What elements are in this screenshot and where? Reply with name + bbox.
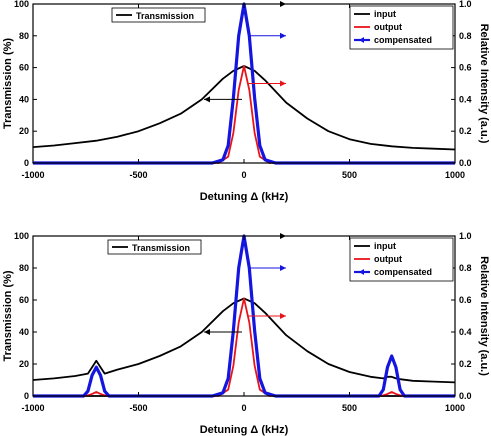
x-tick-label: -500 <box>129 170 147 180</box>
y-right-tick-label: 0.2 <box>459 126 472 136</box>
legend-label-input: input <box>374 241 396 251</box>
y-right-tick-label: 0.8 <box>459 31 472 41</box>
legend-right: input output compensated <box>349 5 454 50</box>
chart-panel-1: -1000 -500 0 500 1000 0 20 40 60 80 100 0.0 0.2 0.4 0.… <box>2 0 490 203</box>
legend-label-input: input <box>374 9 396 19</box>
y-left-tick-label: 60 <box>19 295 29 305</box>
legend-label-compensated: compensated <box>374 35 432 45</box>
y-left-tick-label: 60 <box>19 63 29 73</box>
x-tick-label: 500 <box>342 403 357 413</box>
legend-left-label: Transmission <box>136 11 194 21</box>
y-left-tick-label: 40 <box>19 94 29 104</box>
y-left-tick-label: 0 <box>24 391 29 401</box>
series-transmission-line <box>32 65 456 151</box>
y-right-tick-label: 0.0 <box>459 158 472 168</box>
annotation-arrowhead-3 <box>280 80 286 87</box>
legend-marker-compensated <box>359 37 364 43</box>
y-left-tick-label: 80 <box>19 263 29 273</box>
y-left-tick-label: 100 <box>14 0 29 9</box>
y-right-tick-label: 0.6 <box>459 63 472 73</box>
x-tick-label: 1000 <box>445 170 465 180</box>
x-tick-label: -1000 <box>21 403 44 413</box>
y-left-axis-label: Transmission (%) <box>2 270 14 361</box>
annotation-arrowhead-2 <box>280 32 286 39</box>
y-right-tick-label: 0.8 <box>459 263 472 273</box>
x-tick-label: 0 <box>241 170 246 180</box>
series-output-line <box>33 297 455 397</box>
x-tick-label: 1000 <box>445 403 465 413</box>
series-output-line <box>33 65 455 164</box>
y-left-tick-label: 0 <box>24 158 29 168</box>
legend-left: Transmission <box>111 7 206 23</box>
legend-left-box <box>111 7 206 23</box>
legend-left-box <box>107 239 202 255</box>
x-tick-label: -1000 <box>21 170 44 180</box>
y-right-axis-label: Relative Intensity (a.u.) <box>478 256 490 376</box>
y-right-tick-label: 1.0 <box>459 0 472 9</box>
annotation-arrowhead-3 <box>280 313 286 319</box>
x-axis-label: Detuning Δ (kHz) <box>200 191 289 203</box>
legend-label-output: output <box>374 254 402 264</box>
y-right-tick-label: 0.2 <box>459 359 472 369</box>
y-left-tick-label: 100 <box>14 231 29 241</box>
annotation-arrowhead-4 <box>204 96 210 103</box>
x-tick-label: -500 <box>129 403 147 413</box>
legend-right: input output compensated <box>349 237 454 282</box>
y-right-tick-label: 0.4 <box>459 327 472 337</box>
y-left-axis-label: Transmission (%) <box>2 38 14 129</box>
y-right-axis-label: Relative Intensity (a.u.) <box>478 24 490 144</box>
legend-label-output: output <box>374 22 402 32</box>
x-axis-label: Detuning Δ (kHz) <box>200 424 289 436</box>
x-tick-label: 0 <box>241 403 246 413</box>
y-right-tick-label: 0.4 <box>459 94 472 104</box>
legend-marker-compensated <box>359 269 364 275</box>
y-left-tick-label: 40 <box>19 327 29 337</box>
y-right-tick-label: 1.0 <box>459 231 472 241</box>
legend-right-box <box>349 237 454 282</box>
annotation-arrowhead-2 <box>280 265 286 271</box>
y-left-tick-label: 20 <box>19 126 29 136</box>
chart-panel-2: -1000 -500 0 500 1000 0 20 40 60 80 100 0.0 0.2 0.4 0.… <box>2 231 490 436</box>
y-left-tick-label: 20 <box>19 359 29 369</box>
y-right-tick-label: 0.6 <box>459 295 472 305</box>
legend-left-label: Transmission <box>132 243 190 253</box>
legend-label-compensated: compensated <box>374 267 432 277</box>
y-right-tick-label: 0.0 <box>459 391 472 401</box>
x-tick-label: 500 <box>342 170 357 180</box>
y-left-tick-label: 80 <box>19 31 29 41</box>
annotation-arrowhead-4 <box>204 329 210 335</box>
legend-left: Transmission <box>107 239 202 255</box>
